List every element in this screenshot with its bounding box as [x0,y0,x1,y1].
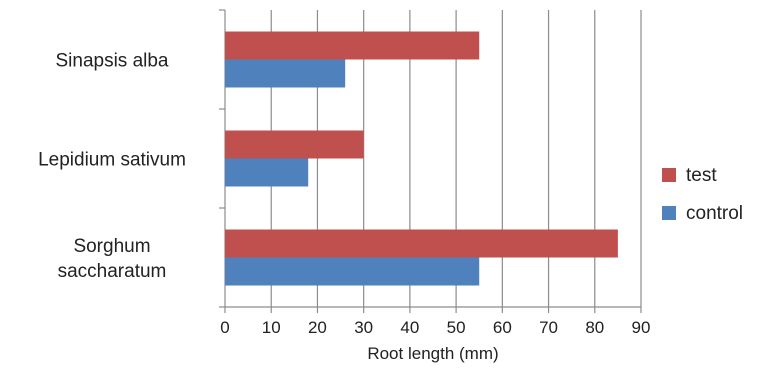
legend-label-control: control [686,203,743,224]
bar-control [225,257,480,286]
x-tick-label: 50 [447,318,466,337]
x-tick-label: 0 [220,318,229,337]
x-tick-label: 40 [400,318,419,337]
x-tick-label: 80 [585,318,604,337]
legend-label-test: test [686,165,717,186]
x-tick-label: 20 [308,318,327,337]
bar-test [225,130,364,159]
legend-swatch-control [662,206,676,220]
x-tick-label: 70 [539,318,558,337]
bar-control [225,59,346,88]
x-tick-label: 30 [354,318,373,337]
category-label: Sorghum [73,236,150,257]
x-tick-label: 10 [262,318,281,337]
x-tick-label: 90 [632,318,651,337]
category-label: Lepidium sativum [38,150,186,171]
legend-swatch-test [662,168,676,182]
bar-control [225,158,309,187]
x-tick-label: 60 [493,318,512,337]
bar-test [225,31,480,60]
category-label: saccharatum [58,261,167,282]
category-label: Sinapsis alba [55,51,168,72]
bar-test [225,229,618,258]
x-axis-title: Root length (mm) [367,344,498,363]
